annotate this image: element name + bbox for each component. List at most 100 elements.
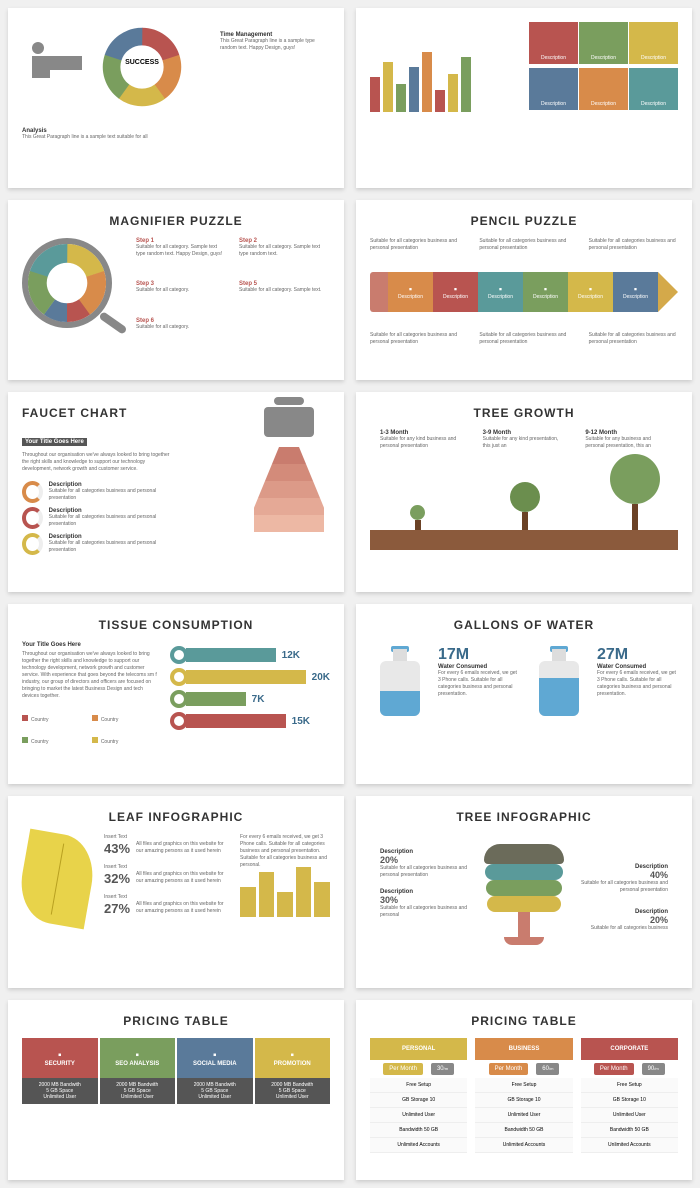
tissue-rolls: 12K20K7K15K	[170, 642, 330, 748]
bar	[422, 52, 432, 112]
card-title: TISSUE CONSUMPTION	[22, 618, 330, 632]
water-number: 17M	[438, 646, 519, 664]
step-desc: Suitable for all category.	[136, 324, 227, 331]
tree-layer	[486, 880, 562, 896]
pencil-caption: Suitable for all categories business and…	[370, 332, 459, 346]
legend-item: Country	[22, 708, 88, 726]
tree-icon	[610, 454, 660, 530]
mag-step: Step 5Suitable for all category. Sample …	[239, 281, 330, 311]
legend-item: Country	[92, 730, 158, 748]
price-header: CORPORATE	[581, 1038, 678, 1060]
faucet-item: DescriptionSuitable for all categories b…	[22, 481, 172, 503]
roll-value: 12K	[282, 650, 300, 661]
pencil-segment: ▪Description	[433, 272, 478, 312]
price-header: ▪SECURITY	[22, 1038, 98, 1078]
roll-bar	[186, 648, 276, 662]
per-badge: Per Month	[594, 1063, 634, 1075]
water-desc: For every 6 emails received, we get 3 Ph…	[597, 670, 678, 698]
ground	[370, 530, 678, 550]
tissue-intro: Throughout our organisation we've always…	[22, 651, 158, 700]
legend-swatch	[22, 715, 28, 721]
legend-item: Country	[92, 708, 158, 726]
water-card: GALLONS OF WATER 17MWater ConsumedFor ev…	[356, 604, 692, 784]
tree-layer-label: Description40%Suitable for all categorie…	[578, 864, 668, 894]
water-cone-icon	[254, 447, 324, 537]
tree-layer-desc: Suitable for all categories business	[578, 925, 668, 932]
tree-icon	[510, 482, 540, 530]
leaf-item-label: Insert Text	[104, 834, 228, 841]
price-row: Unlimited Accounts	[370, 1138, 467, 1153]
price-column: CORPORATEPer Month90/mFree SetupGB Stora…	[581, 1038, 678, 1153]
tree-layer-pct: 20%	[578, 915, 668, 925]
mag-steps: Step 1Suitable for all category. Sample …	[136, 238, 330, 348]
success-card: SUCCESS Time Management This Great Parag…	[8, 8, 344, 188]
per-badge: Per Month	[383, 1063, 423, 1075]
leaf-card: LEAF INFOGRAPHIC Insert Text43%All files…	[8, 796, 344, 988]
stage-desc: Suitable for any kind business and perso…	[380, 436, 463, 450]
price-row: Unlimited User	[475, 1108, 572, 1123]
leaf-item: Insert Text43%All files and graphics on …	[104, 834, 228, 856]
price-header: BUSINESS	[475, 1038, 572, 1060]
card-title: PRICING TABLE	[370, 1014, 678, 1028]
pencil-top-row: Suitable for all categories business and…	[370, 238, 678, 252]
tree-layer	[487, 896, 561, 912]
price-subhead: 2000 MB Bandwith5 GB SpaceUnlimited User	[100, 1078, 176, 1104]
bottle-icon	[380, 646, 420, 716]
leaf-item-desc: All files and graphics on this website f…	[136, 871, 228, 886]
progress-ring-icon	[22, 507, 43, 529]
treegrowth-card: TREE GROWTH 1-3 MonthSuitable for any ki…	[356, 392, 692, 592]
card-title: TREE INFOGRAPHIC	[370, 810, 678, 824]
puzzle-piece: Description	[529, 68, 578, 110]
legend-label: Country	[31, 739, 49, 745]
pencil-caption: Suitable for all categories business and…	[370, 238, 459, 252]
legend-item: Country	[22, 730, 88, 748]
price-subhead: 2000 MB Bandwith5 GB SpaceUnlimited User	[255, 1078, 331, 1104]
tree-stages: 1-3 MonthSuitable for any kind business …	[380, 430, 668, 450]
bar	[383, 62, 393, 112]
bar	[448, 74, 458, 112]
price-header: ▪PROMOTION	[255, 1038, 331, 1078]
leaf-bar	[296, 867, 312, 917]
pencil-segment: ▪Description	[613, 272, 658, 312]
step-desc: Suitable for all category.	[136, 287, 227, 294]
tree-stage: 9-12 MonthSuitable for any business and …	[585, 430, 668, 450]
water-items: 17MWater ConsumedFor every 6 emails rece…	[370, 646, 678, 716]
bottle-icon	[539, 646, 579, 716]
card-title: GALLONS OF WATER	[370, 618, 678, 632]
bars-puzzle-card: DescriptionDescriptionDescriptionDescrip…	[356, 8, 692, 188]
water-item: 27MWater ConsumedFor every 6 emails rece…	[529, 646, 678, 716]
faucet-handle-icon	[274, 397, 304, 405]
price-column: ▪SEO ANALYSIS2000 MB Bandwith5 GB SpaceU…	[100, 1038, 176, 1104]
leaf-bars	[240, 877, 330, 917]
mag-center: Problem	[28, 276, 106, 282]
price-row: Free Setup	[370, 1078, 467, 1093]
pencil-segment: ▪Description	[388, 272, 433, 312]
price-badge: 90/m	[642, 1063, 665, 1075]
roll-bar	[186, 670, 306, 684]
roll-bar	[186, 714, 286, 728]
leaf-item-desc: All files and graphics on this website f…	[136, 901, 228, 916]
leaf-side-text: For every 6 emails received, we get 3 Ph…	[240, 834, 330, 869]
tissue-card: TISSUE CONSUMPTION Your Title Goes Here …	[8, 604, 344, 784]
faucet-item: DescriptionSuitable for all categories b…	[22, 507, 172, 529]
per-badge: Per Month	[489, 1063, 529, 1075]
pencil-segment: ▪Description	[568, 272, 613, 312]
price-column: PERSONALPer Month30/mFree SetupGB Storag…	[370, 1038, 467, 1153]
pencil-caption: Suitable for all categories business and…	[479, 238, 568, 252]
price-row: Unlimited Accounts	[581, 1138, 678, 1153]
mag-step: Step 2Suitable for all category. Sample …	[239, 238, 330, 275]
tree-layer-desc: Suitable for all categories business and…	[578, 880, 668, 894]
leaf-icon	[15, 829, 100, 930]
progress-ring-icon	[22, 481, 43, 503]
tree-icon	[410, 505, 425, 530]
legend-label: Country	[101, 739, 119, 745]
magnifier-icon: Problem	[22, 238, 112, 328]
tissue-legend: CountryCountryCountryCountry	[22, 708, 158, 748]
price-header: PERSONAL	[370, 1038, 467, 1060]
price-row: Unlimited User	[370, 1108, 467, 1123]
faucet-subtitle: Your Title Goes Here	[22, 438, 87, 446]
leaf-items: Insert Text43%All files and graphics on …	[104, 834, 228, 924]
price-row: Bandwidth 50 GB	[581, 1123, 678, 1138]
faucet-body-icon	[264, 407, 314, 437]
water-item: 17MWater ConsumedFor every 6 emails rece…	[370, 646, 519, 716]
